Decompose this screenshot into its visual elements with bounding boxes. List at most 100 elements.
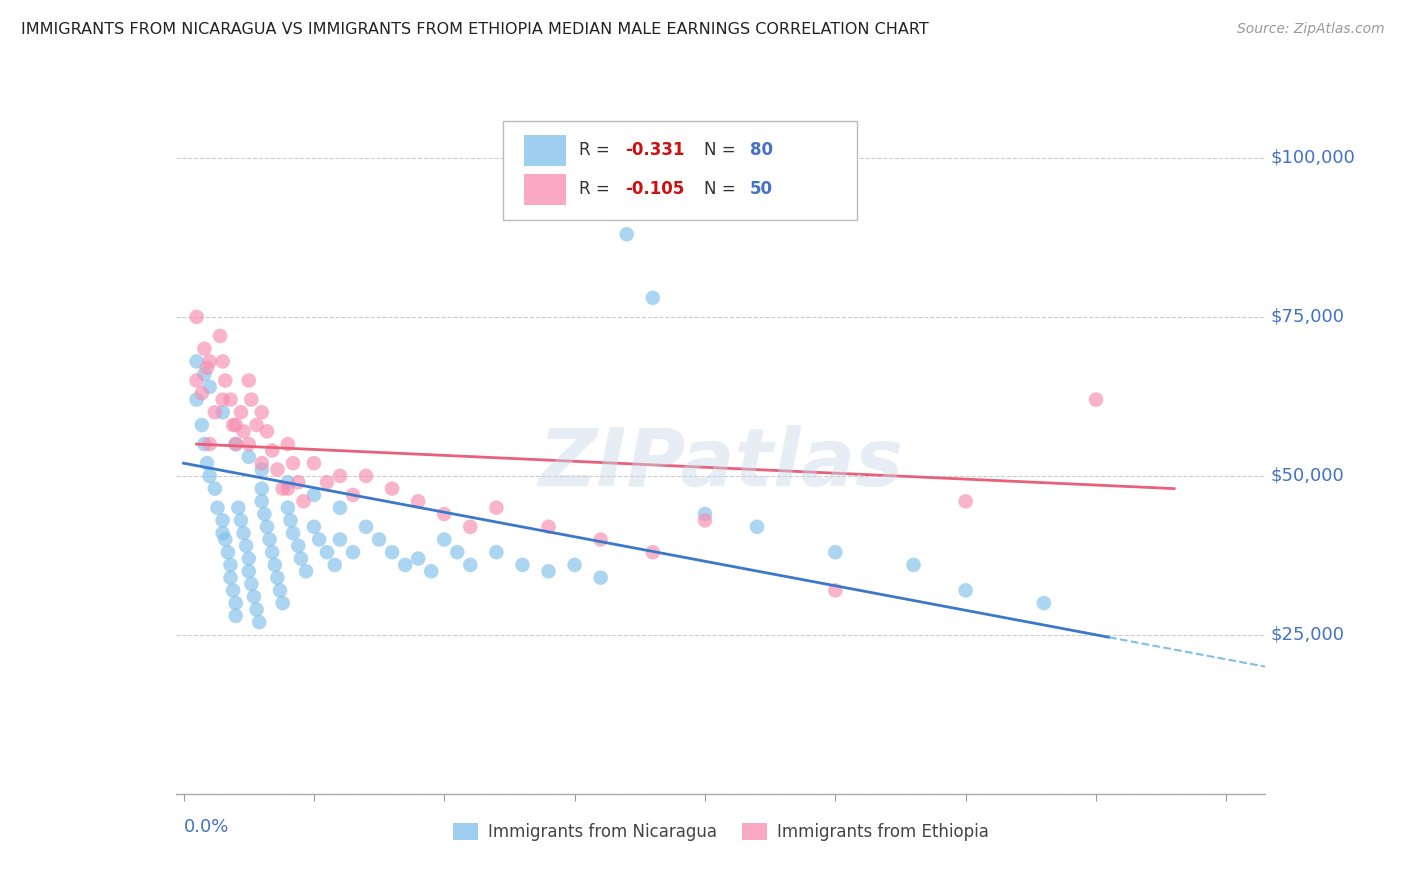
Point — [247, 615, 270, 630]
FancyBboxPatch shape — [503, 120, 856, 220]
Point — [269, 583, 291, 598]
Point — [193, 437, 215, 451]
Bar — [524, 174, 565, 205]
Text: R =: R = — [579, 180, 614, 198]
Point — [198, 380, 221, 394]
Point — [271, 596, 294, 610]
Point — [250, 462, 273, 476]
Point — [250, 482, 273, 496]
Point — [342, 488, 364, 502]
Point — [211, 405, 233, 419]
Point — [225, 417, 247, 432]
Point — [198, 469, 221, 483]
Point — [250, 494, 273, 508]
Text: $25,000: $25,000 — [1271, 626, 1346, 644]
Point — [204, 405, 226, 419]
Point — [222, 583, 245, 598]
Point — [219, 571, 242, 585]
Point — [302, 520, 325, 534]
Text: 50: 50 — [749, 180, 773, 198]
Point — [537, 520, 560, 534]
Point — [745, 520, 768, 534]
Point — [195, 456, 218, 470]
Text: ZIPatlas: ZIPatlas — [538, 425, 903, 503]
Point — [460, 520, 482, 534]
Point — [225, 437, 247, 451]
Point — [243, 590, 266, 604]
Text: Source: ZipAtlas.com: Source: ZipAtlas.com — [1237, 22, 1385, 37]
Point — [290, 551, 312, 566]
Point — [329, 500, 352, 515]
Point — [250, 456, 273, 470]
Point — [193, 367, 215, 381]
Point — [193, 342, 215, 356]
Point — [195, 360, 218, 375]
Point — [955, 583, 977, 598]
Point — [238, 551, 260, 566]
Point — [235, 539, 257, 553]
Point — [198, 437, 221, 451]
Point — [564, 558, 586, 572]
Point — [512, 558, 534, 572]
Text: $50,000: $50,000 — [1271, 467, 1344, 485]
Point — [266, 462, 288, 476]
Point — [250, 405, 273, 419]
Point — [277, 500, 299, 515]
Text: $100,000: $100,000 — [1271, 149, 1355, 167]
Point — [381, 482, 404, 496]
Point — [211, 513, 233, 527]
Point — [211, 392, 233, 407]
Point — [316, 545, 339, 559]
Point — [693, 513, 716, 527]
Point — [420, 564, 443, 578]
Point — [238, 374, 260, 388]
Point — [342, 545, 364, 559]
Point — [1032, 596, 1054, 610]
Point — [1084, 392, 1107, 407]
Point — [222, 417, 245, 432]
Point — [433, 507, 456, 521]
Point — [214, 533, 236, 547]
Text: IMMIGRANTS FROM NICARAGUA VS IMMIGRANTS FROM ETHIOPIA MEDIAN MALE EARNINGS CORRE: IMMIGRANTS FROM NICARAGUA VS IMMIGRANTS … — [21, 22, 929, 37]
Point — [211, 354, 233, 368]
Point — [295, 564, 318, 578]
Point — [238, 450, 260, 464]
Point — [219, 558, 242, 572]
Point — [256, 425, 278, 439]
Point — [641, 545, 664, 559]
Point — [240, 392, 263, 407]
Point — [259, 533, 281, 547]
Point — [287, 475, 309, 490]
Point — [263, 558, 285, 572]
Point — [589, 571, 612, 585]
Point — [191, 417, 214, 432]
Point — [277, 437, 299, 451]
Point — [406, 551, 429, 566]
Point — [226, 500, 249, 515]
Point — [204, 482, 226, 496]
Point — [537, 564, 560, 578]
Point — [329, 469, 352, 483]
Point — [485, 545, 508, 559]
Point — [198, 354, 221, 368]
Point — [262, 545, 284, 559]
Point — [323, 558, 346, 572]
Point — [302, 488, 325, 502]
Point — [406, 494, 429, 508]
Point — [693, 507, 716, 521]
Point — [214, 374, 236, 388]
Text: 0.0%: 0.0% — [184, 818, 229, 836]
Point — [460, 558, 482, 572]
Text: R =: R = — [579, 141, 614, 160]
Point — [277, 482, 299, 496]
Point — [225, 596, 247, 610]
Point — [277, 475, 299, 490]
Point — [281, 456, 304, 470]
Point — [245, 602, 267, 616]
Point — [240, 577, 263, 591]
Point — [433, 533, 456, 547]
Point — [381, 545, 404, 559]
Point — [186, 392, 208, 407]
Point — [589, 533, 612, 547]
Point — [245, 417, 267, 432]
